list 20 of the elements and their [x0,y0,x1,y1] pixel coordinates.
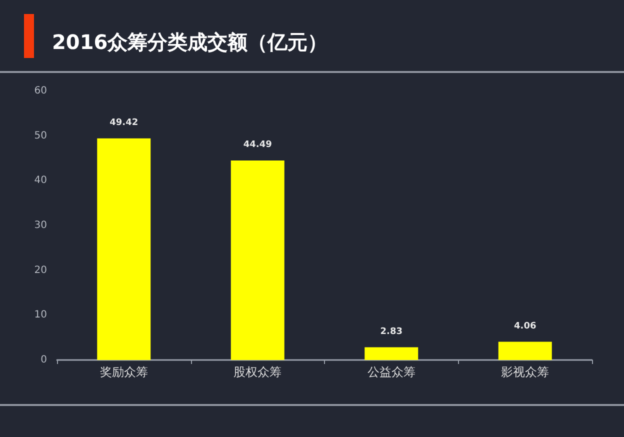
chart-title: 2016众筹分类成交额（亿元） [52,30,328,54]
y-tick-label: 0 [40,354,47,366]
y-tick-label: 10 [34,310,47,321]
bar [97,138,151,360]
data-label: 49.42 [110,118,138,128]
y-tick-label: 40 [34,175,47,186]
y-tick-label: 50 [34,130,47,142]
data-label: 44.49 [243,140,272,150]
data-label: 4.06 [514,321,536,332]
x-tick-label: 奖励众筹 [100,365,148,379]
data-label: 2.83 [380,326,402,337]
bar [364,347,418,360]
x-tick-label: 股权众筹 [234,365,282,379]
bar [498,342,552,360]
y-tick-label: 20 [34,264,47,276]
x-tick-label: 公益众筹 [367,365,416,379]
bar [230,160,284,360]
x-tick-label: 影视众筹 [501,365,550,379]
y-tick-label: 30 [34,220,47,231]
y-tick-label: 60 [34,86,47,96]
